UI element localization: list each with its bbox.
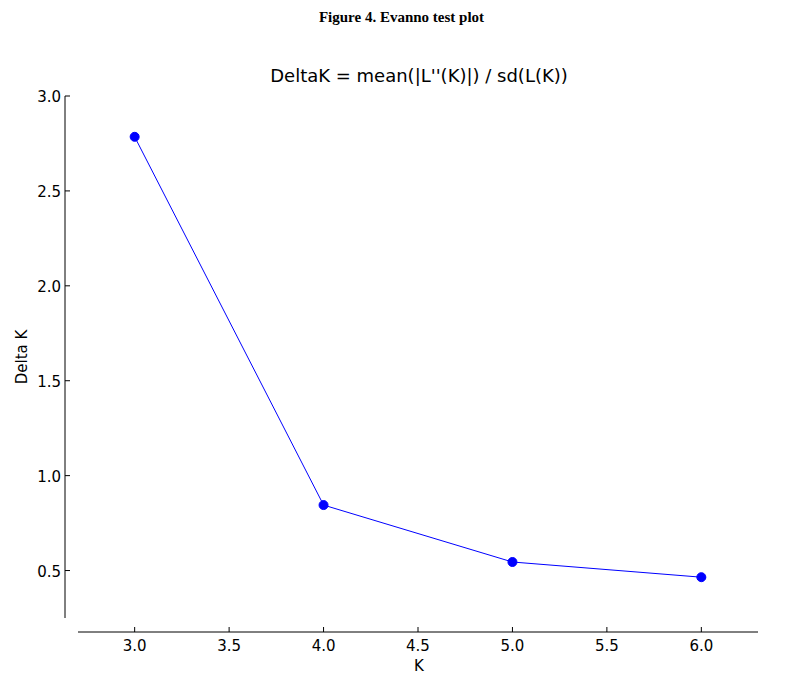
x-tick-label: 5.5 [595,637,619,655]
marker [319,501,328,510]
x-tick-label: 4.0 [312,637,336,655]
y-tick-label: 2.0 [37,278,61,296]
y-tick-label: 0.5 [37,563,61,581]
series-line [135,137,702,577]
marker [508,558,517,567]
y-tick [65,570,70,571]
y-tick [65,475,70,476]
x-tick [134,627,135,632]
plot-area [130,132,706,581]
figure: Figure 4. Evanno test plot DeltaK = mean(… [0,0,803,682]
chart-title: DeltaK = mean(|L''(K)|) / sd(L(K)) [270,65,568,86]
x-tick [418,627,419,632]
x-tick-label: 3.5 [217,637,241,655]
chart: Figure 4. Evanno test plot DeltaK = mean(… [0,0,803,682]
marker [130,132,139,141]
y-tick-label: 2.5 [37,183,61,201]
x-tick-label: 3.0 [123,637,147,655]
x-tick [701,627,702,632]
y-tick-label: 1.0 [37,468,61,486]
y-tick [65,96,70,97]
y-tick-label: 1.5 [37,373,61,391]
marker [697,573,706,582]
x-tick [323,627,324,632]
x-tick-label: 4.5 [406,637,430,655]
y-tick-label: 3.0 [37,88,61,106]
y-tick [65,285,70,286]
x-tick [606,627,607,632]
y-tick [65,190,70,191]
y-axis-label: Delta K [13,329,31,385]
x-tick-label: 5.0 [501,637,525,655]
x-tick [512,627,513,632]
x-tick-label: 6.0 [689,637,713,655]
x-tick [229,627,230,632]
y-axis-line [65,96,66,618]
y-tick [65,380,70,381]
x-axis-label: K [414,657,425,675]
caption: Figure 4. Evanno test plot [319,9,484,25]
